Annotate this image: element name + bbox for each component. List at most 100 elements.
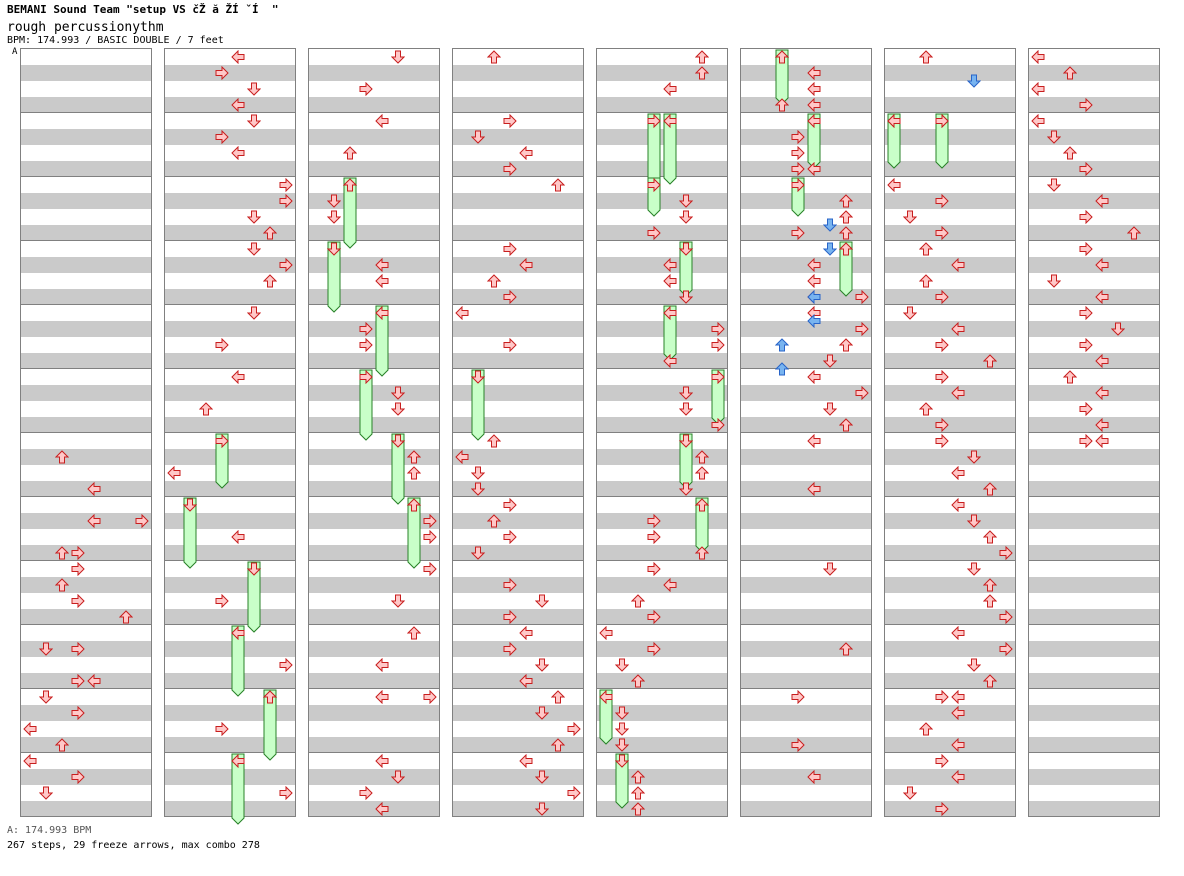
up-arrow [54,545,70,560]
up-arrow [486,433,502,448]
up-arrow [118,609,134,624]
measure-line [453,176,583,177]
left-arrow [23,753,37,769]
up-arrow [1062,369,1078,384]
up-arrow [550,689,566,704]
right-arrow [647,641,661,657]
left-arrow [167,465,181,481]
down-arrow [534,705,550,720]
up-arrow [694,449,710,464]
right-arrow [71,641,85,657]
measure-line [1029,176,1159,177]
left-arrow [231,49,245,65]
down-arrow [246,81,262,96]
left-arrow [1095,353,1109,369]
right-arrow [503,641,517,657]
measure-line [453,688,583,689]
right-arrow [503,529,517,545]
down-arrow [390,49,406,64]
down-arrow [38,689,54,704]
left-arrow [519,145,533,161]
measure-line [741,496,871,497]
left-arrow [1095,289,1109,305]
freeze-arrow [599,689,613,745]
up-arrow [486,513,502,528]
measure-line [741,176,871,177]
right-arrow [71,545,85,561]
up-arrow [982,529,998,544]
freeze-arrow [215,433,229,489]
right-arrow [1079,305,1093,321]
down-arrow [246,209,262,224]
measure-line [1029,624,1159,625]
up-arrow [774,97,790,112]
up-arrow [838,193,854,208]
freeze-arrow [327,241,341,313]
up-arrow [54,577,70,592]
measure-line [885,304,1015,305]
measure-line [165,304,295,305]
left-arrow [455,449,469,465]
measure-line [1029,432,1159,433]
up-arrow [838,209,854,224]
measure-line [309,496,439,497]
left-arrow [663,577,677,593]
measure-line [165,624,295,625]
measure-line [453,112,583,113]
left-arrow [455,305,469,321]
up-arrow [982,577,998,592]
measure-line [165,368,295,369]
down-arrow [534,769,550,784]
down-arrow [822,561,838,576]
measure-line [1029,112,1159,113]
measure-line [597,240,727,241]
right-arrow [935,433,949,449]
measure-line [597,368,727,369]
measure-line [453,560,583,561]
down-arrow [1046,177,1062,192]
measure-line [165,176,295,177]
right-arrow [279,785,293,801]
left-arrow [231,369,245,385]
chart-column-6 [740,48,872,817]
left-arrow [887,177,901,193]
right-arrow [423,529,437,545]
up-arrow [918,721,934,736]
down-arrow [470,545,486,560]
right-arrow [503,337,517,353]
measure-line [885,560,1015,561]
down-arrow [902,785,918,800]
right-arrow [359,785,373,801]
right-arrow [935,689,949,705]
right-arrow [1079,241,1093,257]
measure-line [741,688,871,689]
left-arrow [663,353,677,369]
left-arrow [807,97,821,113]
left-arrow [375,689,389,705]
freeze-arrow [615,753,629,809]
right-arrow [503,577,517,593]
right-arrow [279,193,293,209]
left-arrow [951,497,965,513]
right-arrow [71,769,85,785]
up-arrow [918,49,934,64]
down-arrow [390,593,406,608]
left-arrow [1095,257,1109,273]
song-title: BEMANI Sound Team "setup VS čŽ ă ŽÍ ˇÍ " [7,3,279,16]
right-arrow [1079,209,1093,225]
measure-line [165,688,295,689]
down-arrow [966,513,982,528]
up-arrow [486,273,502,288]
chart-column-3 [308,48,440,817]
measure-line [885,624,1015,625]
up-arrow [918,241,934,256]
left-arrow [599,625,613,641]
chart-column-8 [1028,48,1160,817]
freeze-head-down-arrow [678,433,694,448]
freeze-head-down-arrow [614,753,630,768]
up-arrow [630,769,646,784]
left-arrow [375,113,389,129]
measure-line [21,624,151,625]
measure-line [1029,496,1159,497]
right-arrow [647,609,661,625]
